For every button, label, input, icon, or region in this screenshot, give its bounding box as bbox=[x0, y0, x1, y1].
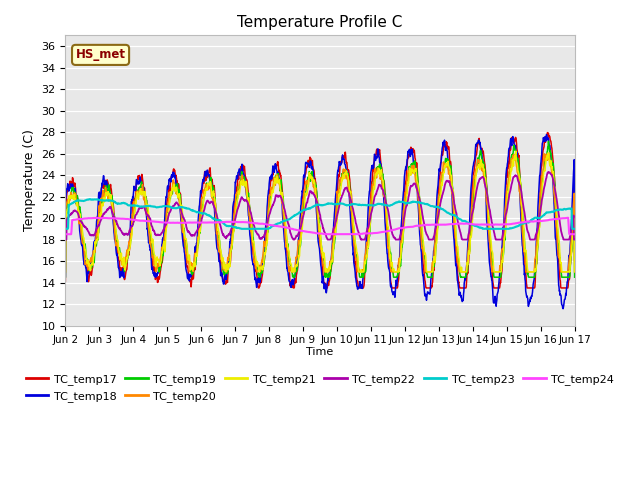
TC_temp17 bbox=[351, 259, 359, 264]
TC_temp23 bbox=[86, 196, 94, 202]
TC_temp24 bbox=[101, 215, 109, 221]
TC_temp21 bbox=[512, 148, 520, 154]
TC_temp19 bbox=[545, 138, 552, 144]
TC_temp22 bbox=[351, 216, 359, 222]
TC_temp24 bbox=[564, 215, 572, 221]
TC_temp22 bbox=[288, 235, 296, 240]
TC_temp21 bbox=[288, 269, 296, 275]
TC_temp23 bbox=[351, 202, 359, 207]
TC_temp17 bbox=[298, 220, 305, 226]
TC_temp23 bbox=[122, 201, 130, 206]
TC_temp24 bbox=[351, 231, 359, 237]
TC_temp24 bbox=[122, 216, 129, 222]
TC_temp22 bbox=[278, 195, 285, 201]
TC_temp21 bbox=[101, 196, 109, 202]
TC_temp19 bbox=[351, 245, 359, 251]
TC_temp23 bbox=[101, 198, 109, 204]
Line: TC_temp22: TC_temp22 bbox=[65, 172, 575, 240]
Legend: TC_temp17, TC_temp18, TC_temp19, TC_temp20, TC_temp21, TC_temp22, TC_temp23, TC_: TC_temp17, TC_temp18, TC_temp19, TC_temp… bbox=[22, 369, 618, 407]
TC_temp24 bbox=[288, 226, 296, 232]
TC_temp20 bbox=[351, 251, 359, 257]
TC_temp20 bbox=[61, 269, 69, 275]
TC_temp21 bbox=[298, 234, 305, 240]
TC_temp22 bbox=[61, 237, 69, 242]
TC_temp20 bbox=[288, 268, 296, 274]
TC_temp19 bbox=[61, 275, 69, 280]
TC_temp17 bbox=[571, 258, 579, 264]
Title: Temperature Profile C: Temperature Profile C bbox=[237, 15, 403, 30]
TC_temp21 bbox=[61, 269, 69, 275]
TC_temp18 bbox=[559, 306, 567, 312]
TC_temp19 bbox=[571, 275, 579, 280]
TC_temp17 bbox=[278, 182, 285, 188]
TC_temp19 bbox=[298, 232, 305, 238]
TC_temp22 bbox=[544, 169, 552, 175]
TC_temp19 bbox=[278, 184, 285, 190]
TC_temp21 bbox=[122, 264, 129, 269]
TC_temp17 bbox=[101, 180, 109, 185]
TC_temp24 bbox=[298, 228, 305, 234]
TC_temp23 bbox=[61, 226, 69, 232]
TC_temp19 bbox=[122, 255, 129, 261]
TC_temp23 bbox=[571, 226, 579, 232]
TC_temp18 bbox=[571, 245, 579, 251]
TC_temp20 bbox=[298, 221, 305, 227]
TC_temp17 bbox=[61, 278, 69, 284]
TC_temp21 bbox=[571, 269, 579, 275]
TC_temp18 bbox=[61, 274, 69, 279]
TC_temp20 bbox=[571, 269, 579, 275]
TC_temp17 bbox=[289, 285, 296, 290]
TC_temp18 bbox=[101, 180, 109, 186]
TC_temp18 bbox=[122, 257, 129, 263]
X-axis label: Time: Time bbox=[307, 347, 333, 357]
TC_temp23 bbox=[278, 219, 285, 225]
TC_temp24 bbox=[278, 224, 285, 229]
TC_temp18 bbox=[351, 269, 359, 275]
TC_temp19 bbox=[101, 187, 109, 193]
TC_temp24 bbox=[571, 231, 579, 237]
Y-axis label: Temperature (C): Temperature (C) bbox=[23, 130, 36, 231]
Line: TC_temp24: TC_temp24 bbox=[65, 218, 575, 234]
TC_temp22 bbox=[122, 232, 129, 238]
TC_temp22 bbox=[101, 210, 109, 216]
Line: TC_temp18: TC_temp18 bbox=[65, 135, 575, 309]
Line: TC_temp20: TC_temp20 bbox=[65, 153, 575, 272]
TC_temp18 bbox=[278, 189, 285, 194]
Line: TC_temp17: TC_temp17 bbox=[65, 132, 575, 288]
Line: TC_temp23: TC_temp23 bbox=[65, 199, 575, 229]
TC_temp22 bbox=[298, 223, 305, 229]
TC_temp17 bbox=[122, 272, 129, 277]
TC_temp17 bbox=[543, 130, 551, 135]
TC_temp18 bbox=[298, 202, 305, 207]
TC_temp18 bbox=[543, 132, 550, 138]
TC_temp20 bbox=[545, 150, 553, 156]
TC_temp20 bbox=[122, 258, 129, 264]
Line: TC_temp21: TC_temp21 bbox=[65, 151, 575, 272]
TC_temp17 bbox=[255, 285, 262, 291]
Line: TC_temp19: TC_temp19 bbox=[65, 141, 575, 277]
TC_temp21 bbox=[278, 193, 285, 199]
Text: HS_met: HS_met bbox=[76, 48, 125, 61]
TC_temp20 bbox=[278, 197, 285, 203]
TC_temp23 bbox=[289, 214, 296, 220]
TC_temp21 bbox=[351, 239, 359, 245]
TC_temp22 bbox=[571, 237, 579, 242]
TC_temp19 bbox=[288, 270, 296, 276]
TC_temp23 bbox=[298, 208, 305, 214]
TC_temp24 bbox=[61, 231, 69, 237]
TC_temp18 bbox=[288, 279, 296, 285]
TC_temp20 bbox=[101, 191, 109, 196]
